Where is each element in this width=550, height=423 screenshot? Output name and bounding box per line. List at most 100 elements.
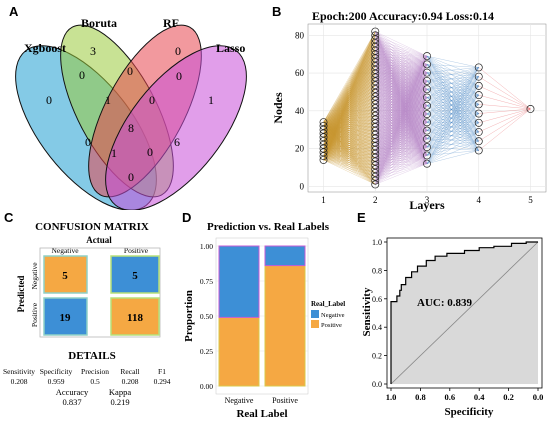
network-xtick-label: 2 [373, 195, 378, 205]
network-node [371, 123, 380, 132]
panel-letter-e: E [357, 210, 366, 225]
network-node [423, 126, 431, 135]
network-node [319, 129, 328, 138]
neural-network-plot: 1 2 3 4 5 0 20 40 60 80 Epoch:200 Accuracy:0.94 L… [271, 9, 547, 212]
confusion-cell-tn [43, 255, 88, 294]
venn-region-xgb-rf-lasso: 1 [111, 146, 117, 160]
network-node [474, 146, 483, 155]
network-node [371, 39, 380, 47]
details-title: DETAILS [68, 350, 115, 362]
network-node [423, 118, 431, 127]
network-node [371, 172, 380, 181]
roc-ylabel: Sensitivity [361, 287, 373, 336]
network-node [474, 128, 483, 136]
network-node [423, 159, 431, 168]
bar-negative-negative [218, 245, 260, 318]
network-xtick-label: 5 [528, 195, 533, 205]
network-node [423, 101, 431, 110]
network-node [319, 144, 328, 153]
network-node [371, 161, 380, 170]
network-node [474, 63, 483, 72]
roc-curve-line [390, 241, 538, 384]
legend-swatch-negative [311, 310, 319, 318]
network-ytick-label: 60 [295, 68, 305, 78]
network-node [371, 180, 380, 189]
network-node [423, 143, 431, 152]
network-node [319, 155, 328, 164]
network-node [423, 52, 431, 61]
network-node [371, 50, 380, 59]
network-node [371, 77, 380, 86]
roc-diagonal [390, 241, 539, 385]
venn-region-xgb-boruta-lasso: 0 [147, 145, 153, 159]
venn-region-xgb-boruta: 0 [79, 68, 85, 82]
bar-negative-positive [218, 316, 260, 387]
confusion-frame [39, 247, 161, 338]
network-node [371, 119, 380, 128]
network-edge-bundle [478, 67, 531, 151]
network-node [371, 104, 380, 112]
metric-sensitivity-name: Sensitivity [3, 367, 35, 376]
confusion-title: CONFUSION MATRIX [35, 221, 149, 233]
confusion-predicted-label: Predicted [16, 276, 26, 313]
metric-precision-name: Precision [81, 367, 109, 376]
bar-ytick-label: 0.75 [200, 277, 213, 286]
confusion-value-fn: 5 [132, 270, 138, 282]
bar-ytick-label: 0.25 [200, 347, 213, 356]
roc-ytick-label: 0.6 [372, 295, 382, 304]
network-node [371, 157, 380, 166]
legend-label-negative: Negative [321, 312, 345, 319]
venn-ellipses [15, 24, 247, 210]
network-node [371, 81, 380, 90]
network-node [371, 62, 380, 70]
bar-xtick-label: Positive [272, 396, 298, 405]
legend-label-positive: Positive [321, 322, 342, 329]
network-node [371, 134, 380, 143]
venn-region-lasso-only: 1 [208, 93, 214, 107]
roc-xtick-label: 0.0 [533, 392, 544, 402]
network-node [526, 104, 535, 113]
network-node [423, 110, 431, 118]
confusion-actual-label: Actual [86, 235, 112, 245]
network-edges-layer-1 [323, 31, 376, 185]
metric-kappa-name: Kappa [109, 387, 131, 397]
legend-swatch-positive [311, 320, 319, 328]
venn-label-xgboost: Xgboost [24, 41, 66, 55]
network-node [371, 130, 380, 139]
metric-accuracy-name: Accuracy [56, 387, 89, 397]
metric-f1-value: 0.294 [154, 377, 171, 386]
metric-accuracy-value: 0.837 [62, 397, 81, 407]
network-node [474, 100, 483, 109]
roc-auc-annotation: AUC: 0.839 [417, 297, 472, 309]
bar-xlabel: Real Label [236, 408, 287, 420]
network-node [371, 42, 380, 51]
confusion-row-negative: Negative [30, 262, 39, 290]
venn-region-boruta-only: 3 [90, 44, 96, 58]
venn-region-boruta-lasso: 6 [174, 135, 180, 149]
venn-region-xgb-boruta-rf: 1 [105, 93, 111, 107]
roc-ytick-label: 0.2 [372, 352, 382, 361]
network-ytick-label: 40 [295, 106, 305, 116]
network-node [474, 91, 483, 100]
network-edge-bundle [323, 31, 376, 185]
network-edge-bundle [375, 31, 428, 185]
network-node [423, 68, 431, 77]
metric-kappa-value: 0.219 [110, 397, 129, 407]
roc-ytick-label: 0.0 [372, 380, 382, 389]
roc-xtick-label: 1.0 [386, 392, 397, 402]
metric-recall-name: Recall [120, 367, 139, 376]
network-ylabel: Nodes [271, 92, 285, 124]
network-edge-bundle [426, 55, 479, 164]
network-node [371, 146, 380, 154]
network-node [371, 100, 380, 109]
roc-xtick-label: 0.8 [415, 392, 426, 402]
network-node [371, 69, 380, 78]
bar-title: Prediction vs. Real Labels [207, 221, 330, 233]
bar-ylabel: Proportion [183, 290, 195, 342]
network-node [423, 151, 431, 160]
venn-region-boruta-rf-lasso: 0 [149, 93, 155, 107]
network-node [371, 84, 380, 93]
panel-letter-d: D [182, 210, 192, 225]
roc-ytick-label: 1.0 [372, 238, 382, 247]
network-edges-layer-2 [375, 31, 428, 185]
